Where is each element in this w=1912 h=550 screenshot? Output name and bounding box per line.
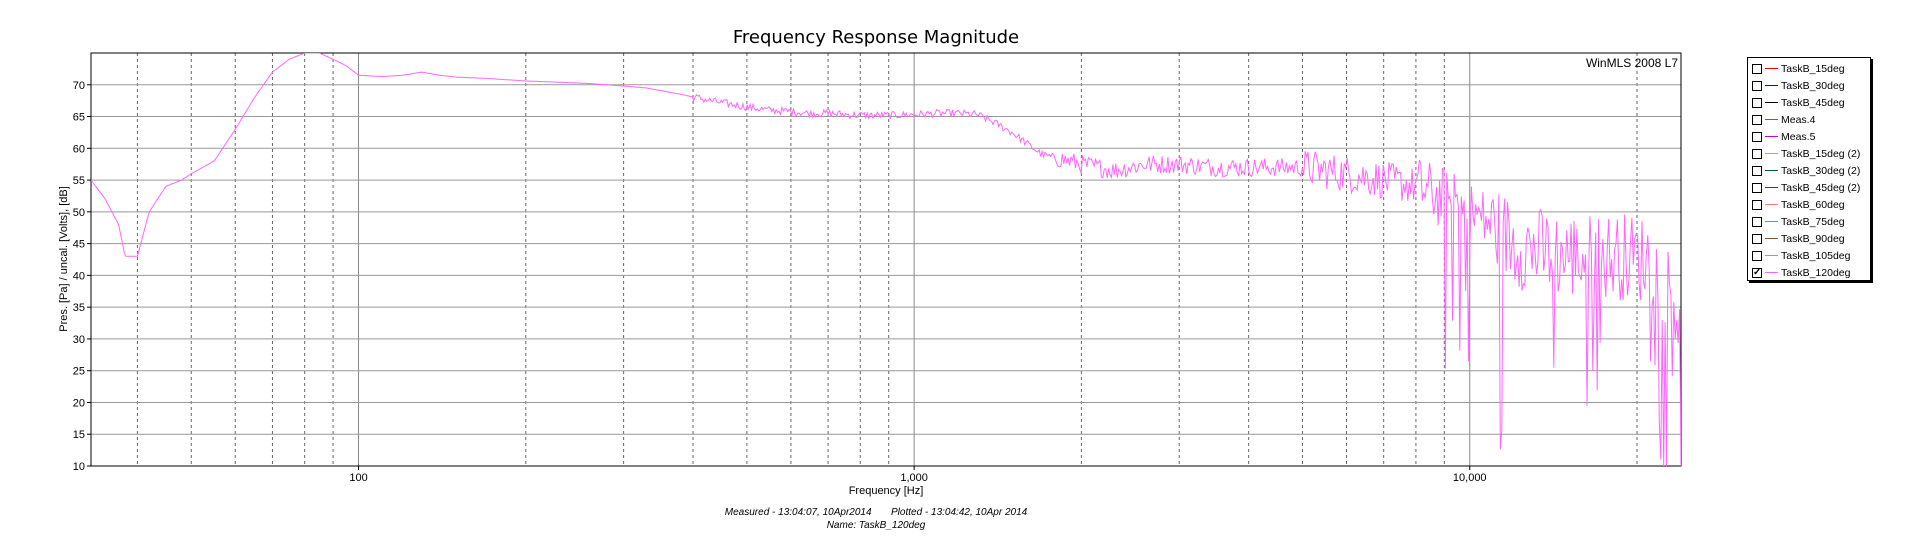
legend-label: TaskB_30deg [1781,79,1845,92]
plot-area-border [90,52,1682,467]
legend-label: TaskB_120deg [1781,266,1851,279]
y-tick-label: 70 [73,80,85,92]
legend-swatch [1765,102,1778,103]
y-axis-ticks: 10 15 20 25 30 35 40 45 50 55 60 65 70 [73,80,91,473]
legend-item[interactable]: TaskB_45deg [1752,94,1870,111]
legend-label: Meas.4 [1781,113,1816,126]
y-tick-label: 40 [73,270,85,282]
y-axis-label: Pres. [Pa] / uncal. [Volts], [dB] [58,186,70,332]
legend-item[interactable]: TaskB_75deg [1752,213,1870,230]
legend-checkbox[interactable] [1752,182,1762,193]
legend-item[interactable]: ✓ TaskB_120deg [1752,264,1870,281]
legend-swatch [1765,153,1778,154]
legend-checkbox[interactable]: ✓ [1752,266,1762,278]
legend-checkbox[interactable] [1752,63,1762,74]
y-tick-label: 10 [73,461,85,473]
legend-swatch [1765,85,1778,86]
legend-label: TaskB_30deg (2) [1781,164,1861,177]
plot-grid [91,53,1681,467]
legend-swatch [1765,170,1778,171]
legend-checkbox[interactable] [1752,114,1762,125]
y-tick-label: 25 [73,366,85,378]
footer-timestamps: Measured - 13:04:07, 10Apr2014 Plotted -… [725,507,1028,518]
legend-item[interactable]: TaskB_15deg (2) [1752,145,1870,162]
legend-swatch [1765,136,1778,137]
y-tick-label: 45 [73,239,85,251]
series-layer [91,53,1681,466]
series-line [91,53,1681,466]
legend-checkbox[interactable] [1752,216,1762,227]
legend-swatch [1765,238,1778,239]
y-tick-label: 35 [73,302,85,314]
legend-label: Meas.5 [1781,130,1816,143]
legend-label: TaskB_90deg [1781,232,1845,245]
legend-checkbox[interactable] [1752,165,1762,176]
series-polyline [91,53,1681,466]
legend-item[interactable]: TaskB_15deg [1752,60,1870,77]
y-tick-label: 50 [73,207,85,219]
legend-item[interactable]: TaskB_45deg (2) [1752,179,1870,196]
legend-item[interactable]: TaskB_30deg (2) [1752,162,1870,179]
y-tick-label: 20 [73,397,85,409]
footer-name: Name: TaskB_120deg [827,520,926,531]
legend-swatch [1765,119,1778,120]
legend-checkbox[interactable] [1752,199,1762,210]
legend-label: TaskB_15deg (2) [1781,147,1861,160]
legend-swatch [1765,221,1778,222]
y-tick-label: 55 [73,175,85,187]
legend-checkbox[interactable] [1752,131,1762,142]
legend-item[interactable]: TaskB_60deg [1752,196,1870,213]
legend-checkbox[interactable] [1752,97,1762,108]
y-tick-label: 65 [73,112,85,124]
legend-swatch [1765,187,1778,188]
y-tick-label: 30 [73,334,85,346]
legend-label: TaskB_60deg [1781,198,1845,211]
legend-swatch [1765,255,1778,256]
legend: TaskB_15deg TaskB_30deg TaskB_45deg Meas.4 M… [1747,57,1871,281]
legend-item[interactable]: TaskB_30deg [1752,77,1870,94]
x-axis-label: Frequency [Hz] [849,485,924,497]
legend-checkbox[interactable] [1752,148,1762,159]
chart-title: Frequency Response Magnitude [733,27,1019,48]
legend-item[interactable]: TaskB_105deg [1752,247,1870,264]
y-tick-label: 60 [73,143,85,155]
legend-item[interactable]: Meas.5 [1752,128,1870,145]
legend-item[interactable]: Meas.4 [1752,111,1870,128]
watermark: WinMLS 2008 L7 [1586,56,1678,70]
x-axis-ticks: 100 1,000 10,000 [349,466,1487,484]
legend-checkbox[interactable] [1752,80,1762,91]
legend-swatch [1765,272,1778,273]
legend-swatch [1765,68,1778,69]
y-tick-label: 15 [73,429,85,441]
legend-checkbox[interactable] [1752,233,1762,244]
legend-label: TaskB_45deg (2) [1781,181,1861,194]
legend-checkbox[interactable] [1752,250,1762,261]
x-tick-label: 10,000 [1453,472,1487,484]
legend-label: TaskB_45deg [1781,96,1845,109]
legend-label: TaskB_15deg [1781,62,1845,75]
x-tick-label: 1,000 [900,472,928,484]
x-tick-label: 100 [349,472,367,484]
legend-label: TaskB_75deg [1781,215,1845,228]
legend-swatch [1765,204,1778,205]
legend-label: TaskB_105deg [1781,249,1851,262]
legend-item[interactable]: TaskB_90deg [1752,230,1870,247]
